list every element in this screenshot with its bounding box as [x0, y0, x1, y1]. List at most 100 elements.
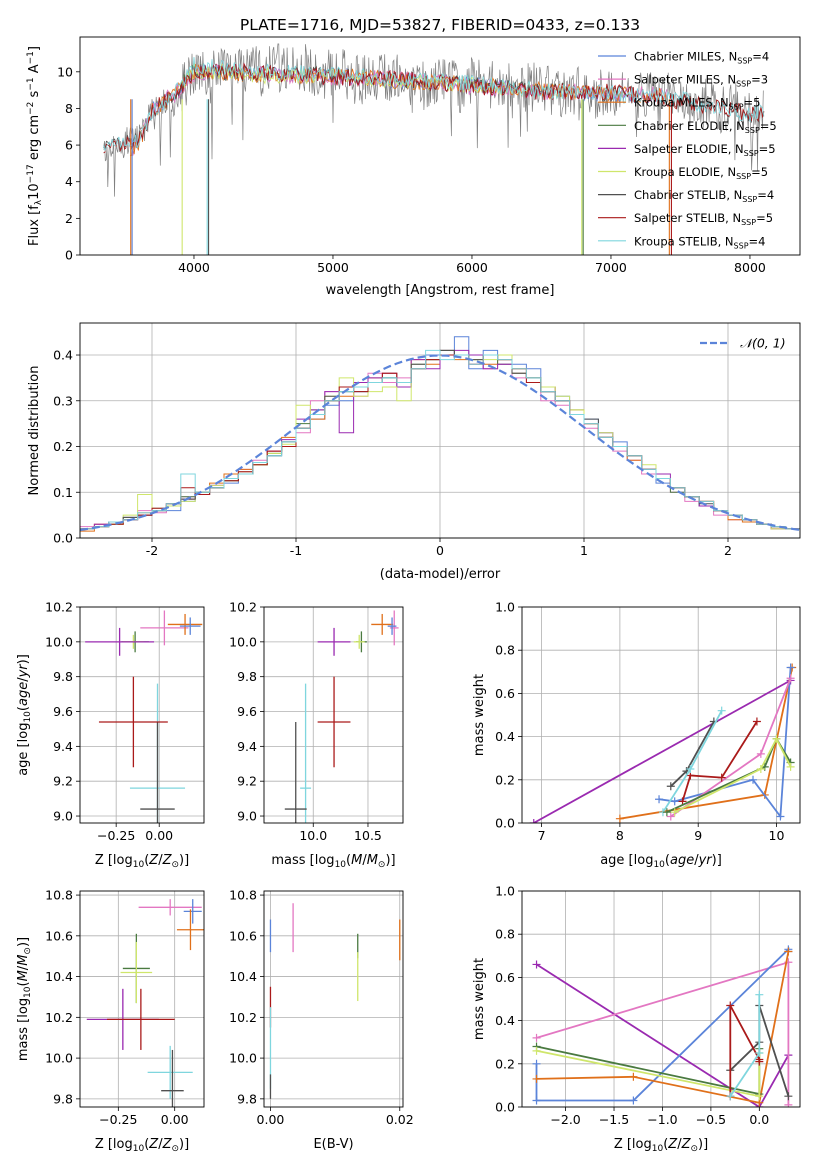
- y-tick-label: 9.0: [53, 809, 73, 824]
- y-tick-label: 10: [57, 64, 73, 79]
- legend-entry: Kroupa ELODIE, NSSP=5: [634, 165, 768, 181]
- age_vs_Z-panel: −0.25 0.00 9.0 9.2 9.4 9.6 9.8 10.0 10.2 Z [log10…: [16, 600, 205, 870]
- age_vs_mass-plot-area: [284, 610, 399, 823]
- x-tick-label: 10: [769, 828, 785, 843]
- axes-frame: [79, 322, 801, 539]
- x-tick-label: −2.0: [550, 1112, 580, 1127]
- mass_vs_Z-plot-area: [86, 899, 204, 1107]
- weight-series-line: [681, 721, 758, 802]
- weight-point-marker: [629, 1072, 638, 1081]
- y-tick-label: 9.2: [53, 774, 73, 789]
- y-tick-label: 1.0: [495, 884, 515, 899]
- axes-frame: [79, 36, 801, 256]
- weight-point-marker: [615, 814, 624, 823]
- y-tick-label: 9.8: [53, 1091, 73, 1106]
- weight-point-marker: [755, 990, 764, 999]
- x-tick-label: 8000: [734, 260, 766, 275]
- x-tick-label: 8: [616, 828, 624, 843]
- weight-point-marker: [662, 808, 671, 817]
- weight-point-marker: [717, 706, 726, 715]
- massweight_vs_age-ylabel: mass weight: [472, 674, 487, 756]
- x-tick-label: 5000: [317, 260, 349, 275]
- y-tick-label: 10.6: [45, 928, 73, 943]
- weight-point-marker: [532, 1096, 541, 1105]
- y-tick-label: 10.0: [45, 634, 73, 649]
- y-tick-label: 9.4: [53, 739, 73, 754]
- axes-frame: [79, 606, 205, 824]
- weight-point-marker: [726, 1001, 735, 1010]
- spectrum-model-line: [103, 62, 765, 154]
- legend-entry: Kroupa STELIB, NSSP=4: [634, 234, 765, 250]
- x-tick-label: 2: [724, 543, 732, 558]
- figure-title: PLATE=1716, MJD=53827, FIBERID=0433, z=0…: [240, 16, 640, 34]
- mass_vs_Z-ylabel: mass [log10(M/M⊙)]: [16, 937, 33, 1061]
- weight-point-marker: [532, 1074, 541, 1083]
- massweight_vs_age-panel: 7 8 9 10 0.0 0.2 0.4 0.6 0.8 1.0 age [log10(age/yr…: [472, 600, 801, 870]
- weight-series-line: [536, 951, 790, 1104]
- y-tick-label: 8: [65, 101, 73, 116]
- axes-frame: [521, 890, 801, 1108]
- x-tick-label: 0.00: [145, 828, 173, 843]
- y-tick-label: 10.2: [229, 1010, 257, 1025]
- weight-point-marker: [784, 1100, 793, 1107]
- weight-point-marker: [786, 762, 795, 771]
- y-tick-label: 10.6: [229, 928, 257, 943]
- y-tick-label: 0.0: [53, 531, 73, 546]
- spectrum-model-line: [103, 56, 765, 152]
- weight-point-marker: [755, 1092, 764, 1101]
- y-tick-label: 10.0: [45, 1051, 73, 1066]
- x-tick-label: 0.00: [257, 1112, 285, 1127]
- spectrum-panel: 4000 5000 6000 7000 8000 0 2 4 6 8 10 wavelength [A…: [26, 36, 801, 298]
- y-tick-label: 0.2: [495, 772, 515, 787]
- weight-point-marker: [529, 819, 538, 823]
- y-tick-label: 1.0: [495, 600, 515, 615]
- x-tick-label: 4000: [178, 260, 210, 275]
- weight-point-marker: [532, 960, 541, 969]
- y-tick-label: 9.4: [237, 739, 257, 754]
- weight-point-marker: [686, 765, 695, 773]
- massweight_vs_Z-ylabel: mass weight: [472, 958, 487, 1040]
- histogram-step: [80, 349, 800, 538]
- y-tick-label: 0.0: [495, 1100, 515, 1115]
- weight-point-marker: [756, 765, 765, 773]
- weight-point-marker: [784, 1092, 793, 1101]
- weight-point-marker: [752, 717, 761, 726]
- gaussian-legend-label: 𝒩(0, 1): [740, 336, 786, 351]
- y-tick-label: 10.0: [229, 634, 257, 649]
- x-tick-label: 1: [580, 543, 588, 558]
- weight-series-line: [533, 679, 792, 823]
- y-tick-label: 6: [65, 138, 73, 153]
- y-tick-label: 0.4: [495, 729, 515, 744]
- x-tick-label: 7000: [595, 260, 627, 275]
- x-tick-label: 0.00: [161, 1112, 189, 1127]
- mass_vs_Z-panel: −0.25 0.00 9.8 10.0 10.2 10.4 10.6 10.8 Z [log10…: [16, 888, 205, 1154]
- y-tick-label: 10.4: [229, 969, 257, 984]
- gaussian-curve: [80, 354, 800, 532]
- y-tick-label: 0.4: [495, 1013, 515, 1028]
- weight-point-marker: [726, 1092, 735, 1101]
- legend-entry: Salpeter ELODIE, NSSP=5: [634, 142, 776, 158]
- x-tick-label: 7: [538, 828, 546, 843]
- y-tick-label: 9.0: [237, 809, 257, 824]
- x-tick-label: 10.0: [299, 828, 327, 843]
- x-tick-label: 9: [694, 828, 702, 843]
- y-tick-label: 4: [65, 174, 73, 189]
- x-tick-label: 10.5: [354, 828, 382, 843]
- axes-frame: [79, 890, 205, 1108]
- residual-xlabel: (data-model)/error: [380, 567, 501, 582]
- massweight_vs_Z-plot-area: [532, 945, 793, 1107]
- massweight_vs_Z-xlabel: Z [log10(Z/Z⊙)]: [614, 1137, 708, 1154]
- x-tick-label: −1.5: [599, 1112, 629, 1127]
- weight-point-marker: [670, 808, 679, 817]
- weight-point-marker: [532, 1033, 541, 1042]
- axes-frame: [521, 606, 801, 824]
- weight-point-marker: [655, 795, 664, 804]
- x-tick-label: 6000: [456, 260, 488, 275]
- mass_vs_EBV-plot-area: [269, 903, 401, 1099]
- y-tick-label: 9.8: [237, 1091, 257, 1106]
- y-tick-label: 9.2: [237, 774, 257, 789]
- legend-entry: Salpeter MILES, NSSP=3: [634, 73, 768, 89]
- y-tick-label: 10.8: [45, 888, 73, 903]
- weight-point-marker: [786, 663, 795, 672]
